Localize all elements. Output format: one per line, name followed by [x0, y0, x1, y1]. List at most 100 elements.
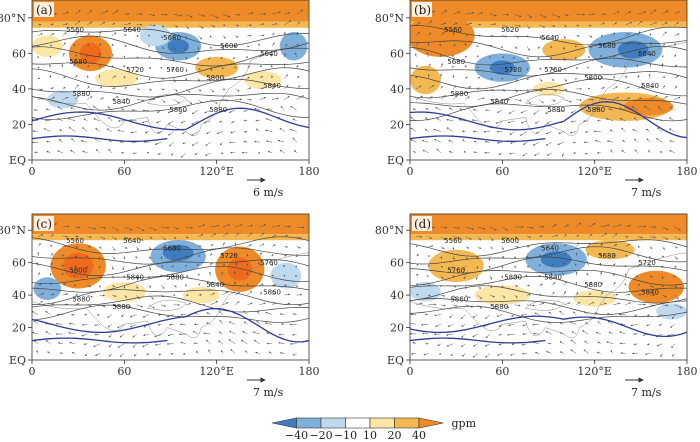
wind-vector — [210, 99, 218, 104]
wind-vector — [198, 88, 202, 92]
wind-vector — [218, 340, 223, 344]
wind-vector — [111, 10, 119, 15]
wind-vector — [510, 353, 515, 356]
wind-vector — [588, 223, 596, 228]
wind-vector — [414, 53, 417, 57]
wind-vector — [45, 340, 51, 344]
wind-vector — [221, 349, 224, 354]
anomaly-shading — [628, 270, 684, 304]
contour-label: 5840 — [641, 288, 659, 296]
wind-vector — [247, 290, 252, 296]
wind-vector — [182, 352, 186, 355]
wind-vector — [662, 22, 668, 26]
wind-vector — [38, 293, 45, 296]
wind-vector — [284, 293, 291, 296]
wind-vector — [576, 222, 581, 228]
wind-vector — [192, 331, 199, 335]
wind-vector — [198, 24, 204, 29]
wind-vector — [613, 96, 619, 100]
wind-vector — [71, 351, 76, 354]
wind-vector — [551, 24, 556, 27]
wind-vector — [210, 224, 220, 228]
wind-vector — [206, 131, 211, 134]
wind-vector — [185, 67, 188, 73]
wind-vector — [473, 140, 478, 143]
wind-vector — [81, 323, 88, 326]
wind-vector — [489, 236, 494, 241]
wind-vector — [452, 294, 456, 299]
wind-vector — [87, 33, 90, 36]
wind-vector — [502, 56, 505, 58]
wind-vector — [272, 97, 279, 100]
wind-vector — [222, 232, 228, 237]
wind-vector — [415, 31, 420, 36]
wind-vector — [37, 242, 41, 247]
wind-vector — [521, 343, 528, 346]
contour-label: 5880 — [547, 106, 565, 114]
wind-vector — [108, 140, 113, 143]
wind-vector — [412, 108, 417, 111]
wind-vector — [674, 33, 680, 36]
wind-vector — [271, 32, 275, 36]
polar-anomaly-band — [32, 0, 309, 22]
y-tick-label: 40 — [12, 289, 26, 302]
wind-vector — [259, 87, 264, 90]
wind-vector — [136, 246, 139, 251]
colorbar-swatch — [418, 417, 444, 429]
wind-vector — [198, 99, 203, 104]
wind-vector — [534, 312, 540, 315]
wind-vector — [203, 332, 211, 335]
wind-vector — [111, 22, 115, 26]
wind-vector — [235, 292, 240, 296]
wind-vector — [459, 108, 466, 111]
wind-vector — [412, 342, 417, 345]
wind-vector — [155, 120, 162, 124]
wind-vector — [597, 341, 601, 344]
wind-vector — [216, 131, 223, 135]
wind-vector — [532, 141, 540, 146]
wind-vector — [483, 120, 491, 123]
wind-vector — [58, 139, 63, 143]
wind-vector — [600, 242, 603, 247]
wind-vector — [62, 42, 66, 47]
wind-vector — [599, 262, 602, 266]
wind-vector — [185, 302, 192, 306]
wind-vector — [637, 97, 642, 100]
wind-vector — [180, 120, 186, 124]
wind-vector — [129, 314, 137, 318]
wind-vector — [558, 131, 564, 135]
reference-vector-label: 7 m/s — [631, 386, 662, 399]
wind-vector — [462, 353, 466, 357]
wind-vector — [256, 310, 260, 315]
y-tick-label: 80°N — [375, 12, 404, 25]
wind-vector — [46, 150, 51, 154]
wind-vector — [82, 127, 88, 132]
colorbar-tick-label: 10 — [363, 429, 377, 442]
wind-vector — [210, 301, 219, 306]
wind-vector — [247, 302, 253, 306]
wind-vector — [575, 271, 578, 276]
wind-vector — [254, 140, 260, 143]
polar-anomaly-fringe — [32, 21, 309, 28]
wind-vector — [173, 226, 179, 230]
wind-vector — [173, 24, 179, 28]
wind-vector — [507, 120, 515, 124]
wind-vector — [136, 226, 145, 232]
wind-vector — [191, 142, 199, 146]
wind-vector — [37, 272, 40, 276]
wind-vector — [437, 343, 441, 347]
wind-vector — [129, 119, 137, 122]
wind-vector — [452, 22, 458, 26]
wind-vector — [148, 294, 154, 300]
panel-label-box — [34, 2, 54, 17]
wind-vector — [222, 302, 229, 306]
wind-vector — [439, 352, 442, 355]
wind-vector — [82, 150, 88, 154]
wind-vector — [73, 63, 76, 68]
wind-vector — [272, 224, 281, 228]
wind-vector — [49, 64, 52, 68]
wind-vector — [510, 141, 515, 144]
wind-vector — [196, 350, 199, 354]
wind-vector — [252, 331, 260, 335]
y-tick-label: 40 — [390, 289, 404, 302]
